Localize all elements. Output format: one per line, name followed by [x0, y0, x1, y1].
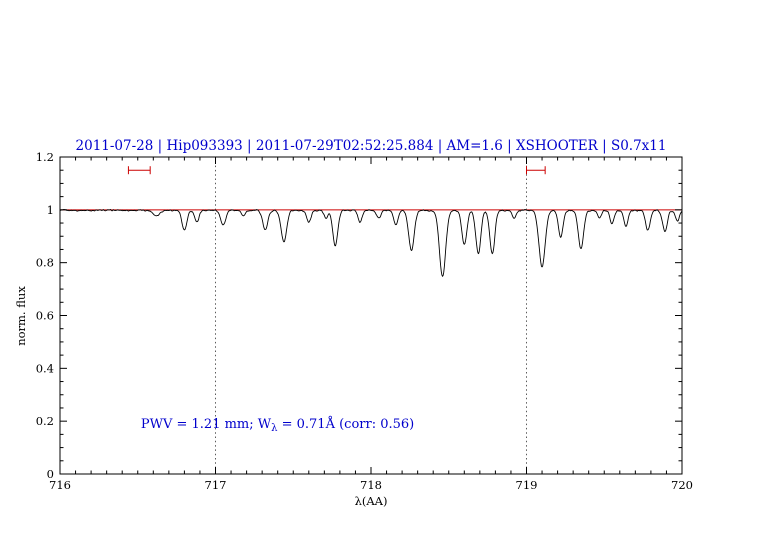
x-axis-label: λ(AA): [355, 494, 388, 508]
y-tick-label: 0.2: [36, 414, 54, 428]
x-tick-label: 718: [360, 478, 382, 492]
x-tick-label: 716: [49, 478, 71, 492]
pwv-annotation-prefix: PWV = 1.21 mm; W: [141, 417, 272, 432]
pwv-annotation-suffix: = 0.71Å (corr: 0.56): [277, 416, 414, 432]
y-tick-label: 1.2: [36, 150, 54, 164]
pwv-annotation: PWV = 1.21 mm; Wλ = 0.71Å (corr: 0.56): [141, 416, 414, 434]
y-tick-label: 0.8: [36, 256, 54, 270]
plot-title: 2011-07-28 | Hip093393 | 2011-07-29T02:5…: [76, 138, 667, 154]
y-tick-label: 1: [47, 203, 54, 217]
pwv-annotation-subscript: λ: [271, 423, 278, 434]
plot-frame: [59, 156, 683, 475]
y-tick-label: 0.4: [36, 361, 54, 375]
y-axis-label: norm. flux: [14, 286, 28, 346]
x-tick-label: 717: [205, 478, 227, 492]
spectrum-trace: [59, 208, 683, 277]
spectrum-path: [59, 208, 683, 277]
range-markers: [127, 166, 546, 175]
x-tick-label: 720: [671, 478, 693, 492]
y-tick-label: 0: [47, 467, 54, 481]
y-tick-label: 0.6: [36, 309, 54, 323]
x-tick-label: 719: [516, 478, 538, 492]
axis-ticks: 716 717 718 719 720 0 0.2 0.4 0.6 0.8 1 1.2: [36, 150, 693, 492]
